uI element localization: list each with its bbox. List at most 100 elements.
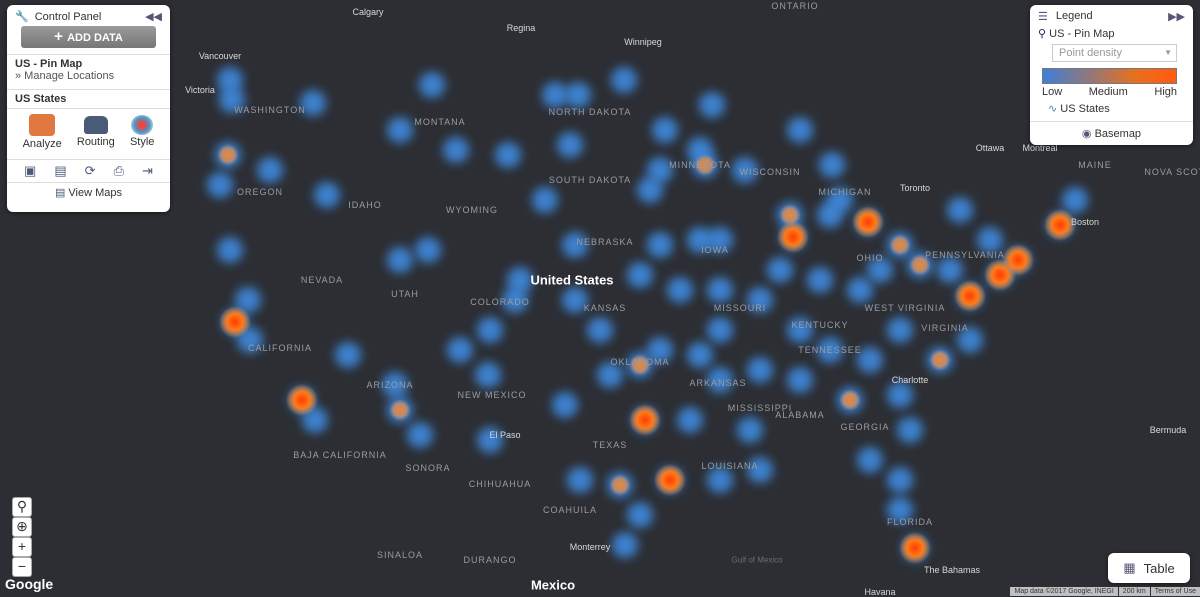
- heat-blob: [957, 327, 983, 353]
- heat-blob: [909, 254, 931, 276]
- zoom-in[interactable]: +: [12, 537, 32, 557]
- heat-blob: [887, 497, 913, 523]
- heat-blob: [532, 187, 558, 213]
- heat-blob: [954, 280, 986, 312]
- heat-blob: [977, 227, 1003, 253]
- print-icon[interactable]: ⎙: [113, 163, 125, 178]
- layer-row[interactable]: US - Pin Map » Manage Locations: [7, 54, 170, 89]
- map-label: FLORIDA: [886, 517, 934, 527]
- heat-blob: [1062, 187, 1088, 213]
- tool-label: Analyze: [22, 138, 62, 150]
- heat-blob: [787, 317, 813, 343]
- heat-blob: [217, 237, 243, 263]
- heat-blob: [852, 206, 884, 238]
- basemap-button[interactable]: ◉ Basemap: [1030, 121, 1193, 145]
- tool-style[interactable]: Style: [130, 112, 154, 156]
- map-label: WASHINGTON: [234, 105, 306, 115]
- territory[interactable]: US States: [7, 89, 170, 108]
- heat-blob: [887, 317, 913, 343]
- heat-blob: [257, 157, 283, 183]
- map-label: CHIHUAHUA: [468, 479, 532, 489]
- heat-blob: [747, 357, 773, 383]
- map-label: ALABAMA: [775, 410, 825, 420]
- heat-blob: [737, 417, 763, 443]
- heat-blob: [207, 172, 233, 198]
- heat-blob: [897, 417, 923, 443]
- zoom-out[interactable]: −: [12, 557, 32, 577]
- map-label: The Bahamas: [923, 565, 981, 575]
- heat-blob: [889, 234, 911, 256]
- heat-blob: [677, 407, 703, 433]
- panel-header: 🔧 Control Panel ◀◀: [15, 10, 162, 24]
- heat-blob: [747, 457, 773, 483]
- map-label: OKLAHOMA: [610, 357, 670, 367]
- terms[interactable]: Terms of Use: [1150, 587, 1200, 596]
- map-label: NEW MEXICO: [457, 390, 527, 400]
- add-data-button[interactable]: + ADD DATA: [21, 26, 156, 48]
- heat-blob: [612, 532, 638, 558]
- heat-blob: [732, 157, 758, 183]
- locate[interactable]: ⊕: [12, 517, 32, 537]
- map-label: El Paso: [489, 430, 521, 440]
- heat-blob: [419, 72, 445, 98]
- heat-blob: [667, 277, 693, 303]
- zoom-region[interactable]: ⚲: [12, 497, 32, 517]
- legend-territory[interactable]: ∿ US States: [1048, 103, 1110, 115]
- heat-blob: [887, 467, 913, 493]
- scale-medium: Medium: [1088, 86, 1128, 98]
- heat-blob: [447, 337, 473, 363]
- heat-blob: [899, 532, 931, 564]
- export-icon[interactable]: ⇥: [142, 163, 153, 178]
- map-label: KENTUCKY: [791, 320, 849, 330]
- heat-blob: [219, 306, 251, 338]
- map-label: OHIO: [856, 253, 884, 263]
- table-button[interactable]: ▦ Table: [1108, 553, 1190, 583]
- heat-blob: [629, 354, 651, 376]
- open-icon[interactable]: ▤: [54, 163, 67, 178]
- scale-high: High: [1154, 86, 1177, 98]
- heat-blob: [286, 384, 318, 416]
- manage-link[interactable]: » Manage Locations: [15, 70, 115, 82]
- heat-blob: [699, 92, 725, 118]
- map-label: Calgary: [352, 7, 384, 17]
- heat-blob: [707, 367, 733, 393]
- heat-blob: [647, 337, 673, 363]
- save-icon[interactable]: ▣: [24, 163, 37, 178]
- heat-blob: [707, 467, 733, 493]
- heat-blob: [542, 82, 568, 108]
- view-maps[interactable]: ▤ View Maps: [7, 182, 170, 202]
- tool-routing[interactable]: Routing: [77, 112, 115, 156]
- heat-blob: [807, 267, 833, 293]
- heat-blob: [707, 277, 733, 303]
- table-label: Table: [1143, 560, 1175, 576]
- legend-layer-name: US - Pin Map: [1049, 28, 1115, 40]
- tool-label: Style: [129, 136, 155, 148]
- style-select[interactable]: Point density ▼: [1052, 44, 1177, 62]
- share-icon[interactable]: ⟳: [84, 163, 96, 178]
- heat-blob: [443, 137, 469, 163]
- tool-analyze[interactable]: Analyze: [23, 112, 62, 156]
- legend-title: Legend: [1055, 10, 1093, 22]
- heat-blob: [647, 157, 673, 183]
- map-label: ARIZONA: [366, 380, 414, 390]
- map-label: NEVADA: [300, 275, 344, 285]
- heat-blob: [611, 67, 637, 93]
- heat-blob: [637, 177, 663, 203]
- map-label: TEXAS: [592, 440, 628, 450]
- map-label: United States: [530, 272, 614, 288]
- map-label: DURANGO: [463, 555, 517, 565]
- map-label: OREGON: [236, 187, 284, 197]
- heat-blob: [562, 232, 588, 258]
- heat-blob: [475, 362, 501, 388]
- heat-blob: [552, 392, 578, 418]
- legend-layer[interactable]: ⚲ US - Pin Map: [1038, 28, 1115, 40]
- heat-blob: [937, 257, 963, 283]
- heat-blob: [787, 367, 813, 393]
- layer-name[interactable]: US - Pin Map: [15, 58, 83, 70]
- map-label: IDAHO: [348, 200, 382, 210]
- map-label: Mexico: [530, 577, 576, 593]
- heat-blob: [387, 117, 413, 143]
- heat-blob: [984, 259, 1016, 291]
- heat-blob: [654, 464, 686, 496]
